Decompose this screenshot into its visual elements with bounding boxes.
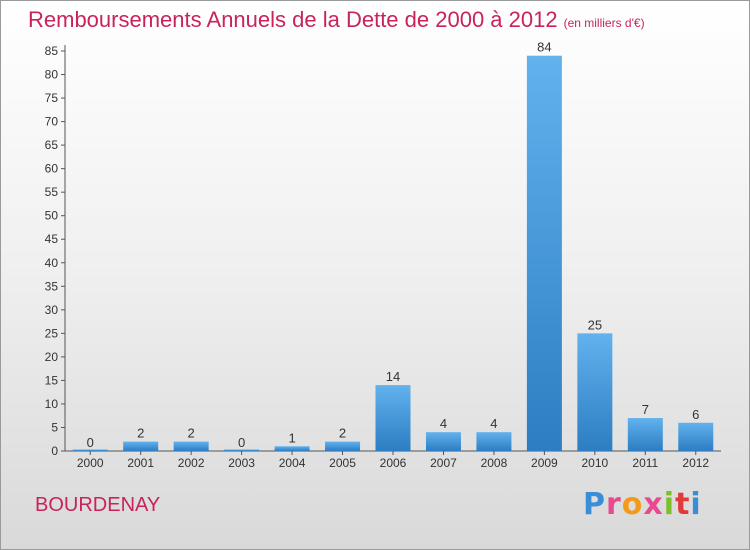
data-label-2007: 4 bbox=[440, 416, 447, 431]
y-tick-label: 10 bbox=[45, 397, 59, 411]
x-tick-label: 2002 bbox=[178, 456, 205, 470]
x-tick-label: 2008 bbox=[481, 456, 508, 470]
x-tick-label: 2001 bbox=[127, 456, 154, 470]
data-label-2000: 0 bbox=[87, 435, 94, 450]
y-tick-label: 65 bbox=[45, 138, 59, 152]
y-tick-label: 25 bbox=[45, 326, 59, 340]
bar-2001 bbox=[123, 441, 159, 451]
data-label-2008: 4 bbox=[490, 416, 497, 431]
data-label-2011: 7 bbox=[642, 402, 649, 417]
bar-2010 bbox=[577, 333, 613, 451]
data-label-2010: 25 bbox=[588, 317, 602, 332]
chart-title: Remboursements Annuels de la Dette de 20… bbox=[28, 7, 645, 33]
bar-2012 bbox=[678, 422, 714, 451]
bar-2011 bbox=[627, 418, 663, 451]
bar-2003 bbox=[224, 449, 260, 451]
commune-name: BOURDENAY bbox=[35, 494, 161, 516]
data-label-2001: 2 bbox=[137, 426, 144, 441]
proxiti-logo: Proxiti bbox=[583, 487, 702, 522]
data-label-2002: 2 bbox=[188, 426, 195, 441]
x-tick-label: 2006 bbox=[380, 456, 407, 470]
y-tick-label: 80 bbox=[45, 68, 59, 82]
data-label-2009: 84 bbox=[537, 40, 551, 55]
bar-2000 bbox=[72, 449, 108, 451]
bar-2005 bbox=[325, 441, 361, 451]
y-tick-label: 15 bbox=[45, 373, 59, 387]
bar-2008 bbox=[476, 432, 512, 451]
data-label-2003: 0 bbox=[238, 435, 245, 450]
y-tick-label: 30 bbox=[45, 303, 59, 317]
bar-2009 bbox=[526, 55, 562, 452]
data-label-2004: 1 bbox=[288, 430, 295, 445]
data-label-2012: 6 bbox=[692, 407, 699, 422]
data-label-2005: 2 bbox=[339, 426, 346, 441]
data-label-2006: 14 bbox=[386, 369, 400, 384]
x-tick-label: 2009 bbox=[531, 456, 558, 470]
x-tick-label: 2005 bbox=[329, 456, 356, 470]
y-tick-label: 35 bbox=[45, 279, 59, 293]
data-labels: 0 2 2 0 1 2 14 4 4 84 25 7 6 bbox=[87, 40, 700, 450]
y-tick-label: 40 bbox=[45, 256, 59, 270]
x-tick-label: 2010 bbox=[581, 456, 608, 470]
y-tick-label: 5 bbox=[51, 420, 58, 434]
y-tick-label: 20 bbox=[45, 350, 59, 364]
x-tick-label: 2007 bbox=[430, 456, 457, 470]
y-tick-label: 75 bbox=[45, 91, 59, 105]
x-tick-label: 2000 bbox=[77, 456, 104, 470]
bar-2007 bbox=[425, 432, 461, 451]
x-tick-label: 2003 bbox=[228, 456, 255, 470]
x-tick-label: 2004 bbox=[279, 456, 306, 470]
x-tick-label: 2011 bbox=[632, 456, 658, 470]
bar-2002 bbox=[173, 441, 209, 451]
y-tick-label: 70 bbox=[45, 115, 59, 129]
bars bbox=[72, 55, 714, 452]
y-tick-label: 60 bbox=[45, 162, 59, 176]
y-tick-label: 55 bbox=[45, 185, 59, 199]
y-tick-label: 0 bbox=[51, 444, 58, 458]
chart-unit: (en milliers d'€) bbox=[563, 16, 645, 30]
y-tick-label: 45 bbox=[45, 232, 59, 246]
y-tick-label: 50 bbox=[45, 209, 59, 223]
chart-title-text: Remboursements Annuels de la Dette de 20… bbox=[28, 7, 558, 32]
x-tick-label: 2012 bbox=[682, 456, 709, 470]
bar-2004 bbox=[274, 446, 310, 451]
bar-2006 bbox=[375, 385, 411, 451]
y-tick-label: 85 bbox=[45, 44, 59, 58]
